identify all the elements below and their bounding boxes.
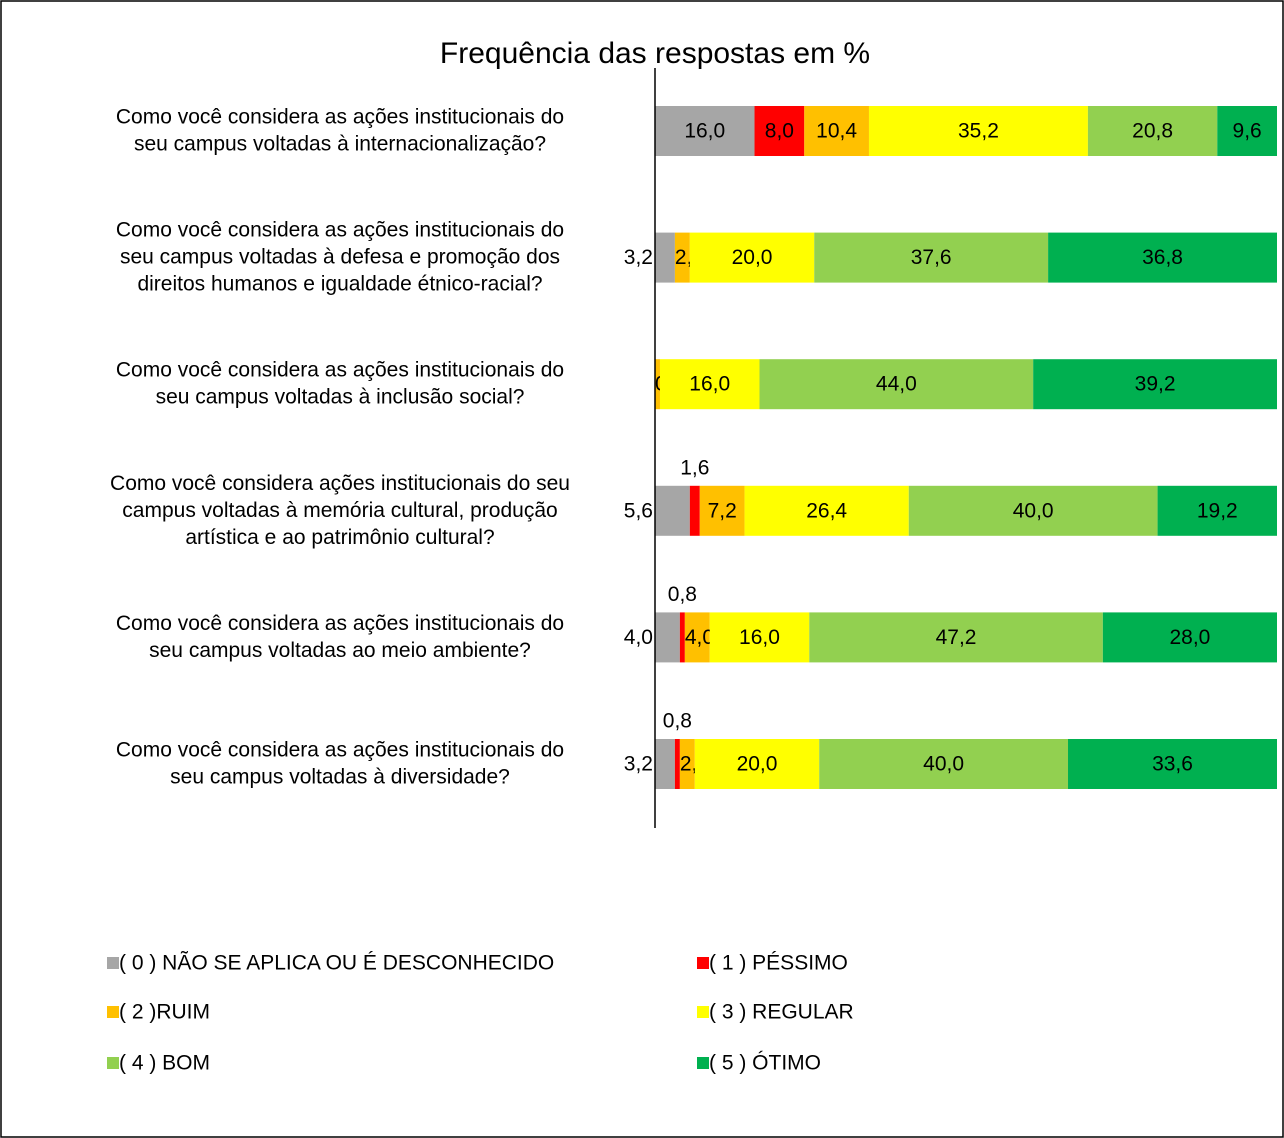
data-label: 40,0 <box>923 753 964 776</box>
bar-segment <box>1048 232 1277 283</box>
legend-swatch <box>107 1006 119 1018</box>
category-label: Como você considera as ações institucion… <box>116 358 564 408</box>
bar-segment <box>819 739 1069 789</box>
data-label: 1,6 <box>680 456 709 479</box>
bar-segment <box>655 739 675 789</box>
data-label: 4,0 <box>624 626 653 649</box>
bar-segment <box>655 106 755 156</box>
category-label: Como você considera as ações institucion… <box>116 738 564 788</box>
bar-segment <box>689 232 815 283</box>
bar-segment <box>655 485 690 536</box>
legend-label: ( 4 ) BOM <box>119 1052 210 1075</box>
bar-segment <box>655 359 660 410</box>
data-label: 16,0 <box>689 373 730 396</box>
category-label: Como você considera ações institucionais… <box>110 471 570 548</box>
bar-segment <box>699 485 745 536</box>
bar-segment <box>655 612 680 663</box>
bar-segment <box>804 106 869 156</box>
data-label: 26,4 <box>806 499 847 522</box>
data-label: 20,0 <box>737 753 778 776</box>
bar-segment <box>1033 359 1277 410</box>
bar-segment <box>1102 612 1277 663</box>
category-label: Como você considera as ações institucion… <box>116 105 564 155</box>
data-label: 20,8 <box>1132 120 1173 143</box>
data-label: 19,2 <box>1197 499 1238 522</box>
data-label: 0,8 <box>663 710 692 733</box>
data-label: 3,2 <box>624 753 653 776</box>
bar-segment <box>868 106 1088 156</box>
bar-segment <box>659 359 760 410</box>
bar-segment <box>908 485 1158 536</box>
bar-segment <box>684 612 710 663</box>
data-label: 44,0 <box>876 373 917 396</box>
legend-label: ( 0 ) NÃO SE APLICA OU É DESCONHECIDO <box>119 951 554 975</box>
data-label: 4,0 <box>685 626 714 649</box>
data-label: 28,0 <box>1169 626 1210 649</box>
data-label: 33,6 <box>1152 753 1193 776</box>
category-label: Como você considera as ações institucion… <box>116 611 564 661</box>
bar-segment <box>674 739 680 789</box>
bar-segment <box>1087 106 1218 156</box>
bar-segment <box>809 612 1103 663</box>
data-label: 39,2 <box>1135 373 1176 396</box>
data-label: 9,6 <box>1233 120 1262 143</box>
legend-swatch <box>697 957 709 969</box>
bar-segment <box>689 485 700 536</box>
bar-segment <box>814 232 1049 283</box>
legend-label: ( 2 )RUIM <box>119 1001 210 1024</box>
bar-segment <box>655 232 675 283</box>
category-label: Como você considera as ações institucion… <box>116 218 564 295</box>
data-label: 35,2 <box>958 120 999 143</box>
legend-label: ( 1 ) PÉSSIMO <box>709 952 848 975</box>
legend-swatch <box>107 1057 119 1069</box>
legend-swatch <box>697 1006 709 1018</box>
data-label: 20,0 <box>732 246 773 269</box>
bar-segment <box>679 612 685 663</box>
bar-segment <box>694 739 820 789</box>
legend-swatch <box>107 957 119 969</box>
data-label: 16,0 <box>739 626 780 649</box>
data-label: 10,4 <box>816 120 857 143</box>
data-label: 3,2 <box>624 246 653 269</box>
bar-segment <box>744 485 909 536</box>
bar-segment <box>709 612 810 663</box>
data-label: 5,6 <box>624 499 653 522</box>
data-label: 16,0 <box>684 120 725 143</box>
bar-segment <box>674 232 690 283</box>
data-label: 47,2 <box>936 626 977 649</box>
bar-segment <box>1217 106 1277 156</box>
data-label: 40,0 <box>1013 499 1054 522</box>
data-label: 37,6 <box>911 246 952 269</box>
bar-segment <box>1157 485 1277 536</box>
chart-title: Frequência das respostas em % <box>440 37 870 70</box>
bar-segment <box>679 739 695 789</box>
legend-label: ( 5 ) ÓTIMO <box>709 1052 821 1075</box>
legend-label: ( 3 ) REGULAR <box>709 1001 854 1024</box>
data-label: 7,2 <box>708 499 737 522</box>
data-label: 36,8 <box>1142 246 1183 269</box>
legend-swatch <box>697 1057 709 1069</box>
bar-segment <box>759 359 1034 410</box>
data-label: 0,8 <box>668 583 697 606</box>
bar-segment <box>754 106 805 156</box>
data-label: 8,0 <box>765 120 794 143</box>
bar-segment <box>1068 739 1277 789</box>
